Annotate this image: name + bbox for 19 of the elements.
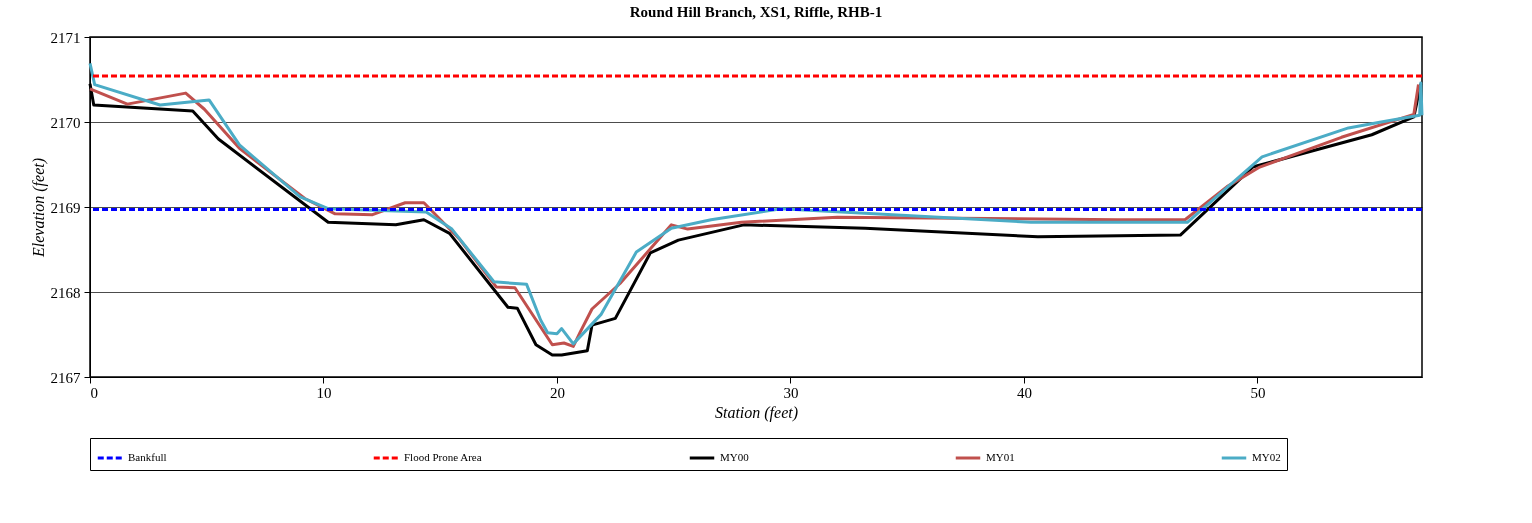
x-axis-title: Station (feet) <box>714 403 799 422</box>
x-tick-label: 10 <box>316 384 332 401</box>
legend-label: Flood Prone Area <box>404 451 482 463</box>
chart-title: Round Hill Branch, XS1, Riffle, RHB-1 <box>629 4 883 20</box>
y-tick-label: 2171 <box>50 29 81 46</box>
legend-label: Bankfull <box>128 451 167 463</box>
y-tick-label: 2168 <box>50 284 81 301</box>
y-axis-title: Elevation (feet) <box>29 157 48 259</box>
legend-label: MY00 <box>720 451 750 463</box>
y-tick-label: 2169 <box>50 199 81 216</box>
x-tick-label: 50 <box>1250 384 1266 401</box>
x-tick-label: 40 <box>1016 384 1032 401</box>
x-tick-label: 30 <box>783 384 799 401</box>
legend-label: MY02 <box>1252 451 1281 463</box>
x-tick-label: 20 <box>549 384 565 401</box>
y-tick-label: 2170 <box>50 114 81 131</box>
y-tick-label: 2167 <box>50 369 81 386</box>
legend-label: MY01 <box>986 451 1015 463</box>
x-tick-label: 0 <box>90 384 98 401</box>
